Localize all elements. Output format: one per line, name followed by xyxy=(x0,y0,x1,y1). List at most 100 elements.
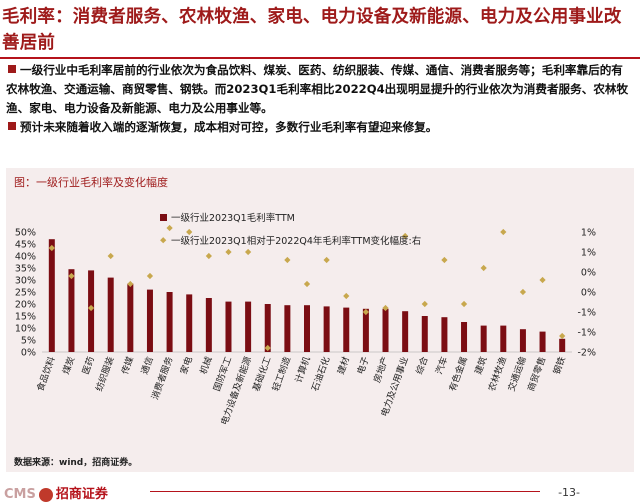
x-tick-label: 基础化工 xyxy=(250,355,274,393)
bar xyxy=(539,331,546,352)
change-marker xyxy=(559,332,566,340)
x-tick-label: 有色金属 xyxy=(446,355,470,393)
y-right-tick-label: -1% xyxy=(578,328,597,339)
page-title: 毛利率：消费者服务、农林牧渔、家电、电力设备及新能源、电力及公用事业改善居前 xyxy=(2,7,622,53)
x-tick-label: 综合 xyxy=(413,355,430,376)
bullet-square-icon xyxy=(8,65,16,73)
bar xyxy=(343,307,350,352)
bar xyxy=(88,270,95,352)
change-marker xyxy=(225,248,232,256)
change-marker xyxy=(244,248,252,256)
bar xyxy=(205,298,212,352)
y-right-tick-label: 1% xyxy=(581,228,596,239)
x-tick-label: 汽车 xyxy=(433,355,450,376)
footer-divider xyxy=(150,491,540,492)
bar xyxy=(264,304,271,352)
change-marker xyxy=(362,308,370,316)
change-marker xyxy=(146,272,154,280)
x-tick-label: 钢铁 xyxy=(551,355,568,376)
x-tick-label: 农林牧渔 xyxy=(486,355,510,393)
bar xyxy=(519,329,526,352)
y-left-tick-label: 35% xyxy=(15,264,36,275)
legend-bar-label: 一级行业2023Q1毛利率TTM xyxy=(171,212,295,224)
bar xyxy=(284,305,291,352)
y-left-tick-label: 0% xyxy=(21,348,36,359)
bar xyxy=(304,305,310,352)
x-tick-label: 电子 xyxy=(354,355,371,376)
legend-bar-swatch xyxy=(160,214,167,221)
x-tick-label: 通信 xyxy=(138,355,155,376)
x-tick-label: 商贸零售 xyxy=(525,355,549,393)
y-left-tick-label: 25% xyxy=(15,288,36,299)
x-tick-label: 家电 xyxy=(178,355,195,376)
change-marker xyxy=(441,256,448,264)
paragraph-2: 预计未来随着收入端的逐渐恢复，成本相对可控，多数行业毛利率有望迎来修复。 xyxy=(6,118,634,137)
x-tick-label: 石油石化 xyxy=(309,355,333,393)
bar xyxy=(127,283,134,352)
y-left-tick-label: 50% xyxy=(15,228,36,239)
x-tick-label: 房地产 xyxy=(371,355,392,384)
change-marker xyxy=(303,280,311,288)
y-right-tick-label: -1% xyxy=(578,308,597,319)
y-left-tick-label: 30% xyxy=(15,276,36,287)
logo-cn: 招商证券 xyxy=(55,487,108,502)
bar xyxy=(559,338,566,352)
paragraph-1-text: 一级行业中毛利率居前的行业依次为食品饮料、煤炭、医药、纺织服装、传媒、通信、消费… xyxy=(6,63,629,115)
y-right-tick-label: 1% xyxy=(581,248,596,259)
x-tick-label: 交通运输 xyxy=(505,355,529,393)
paragraph-1: 一级行业中毛利率居前的行业依次为食品饮料、煤炭、医药、纺织服装、传媒、通信、消费… xyxy=(6,61,634,118)
change-marker xyxy=(205,252,212,260)
bar xyxy=(146,289,153,352)
bar xyxy=(245,301,252,352)
paragraph-2-text: 预计未来随着收入端的逐渐恢复，成本相对可控，多数行业毛利率有望迎来修复。 xyxy=(20,120,438,134)
x-tick-label: 煤炭 xyxy=(60,355,77,376)
x-tick-label: 传媒 xyxy=(119,355,136,376)
x-tick-label: 机械 xyxy=(197,355,214,376)
y-left-tick-label: 10% xyxy=(15,324,36,335)
y-left-tick-label: 40% xyxy=(15,252,36,263)
change-marker xyxy=(480,264,487,272)
change-marker xyxy=(264,344,271,352)
change-marker xyxy=(107,252,114,260)
page-number: -13- xyxy=(558,486,580,499)
bar xyxy=(107,277,114,352)
body-text: 一级行业中毛利率居前的行业依次为食品饮料、煤炭、医药、纺织服装、传媒、通信、消费… xyxy=(6,61,634,137)
y-left-tick-label: 20% xyxy=(15,300,36,311)
bar xyxy=(461,322,468,352)
bar xyxy=(225,301,232,352)
bar xyxy=(402,311,409,352)
x-tick-label: 国防军工 xyxy=(211,355,235,393)
change-marker xyxy=(323,256,330,264)
bar xyxy=(362,308,369,352)
data-source: 数据来源：wind，招商证券。 xyxy=(14,458,138,468)
logo-badge-icon xyxy=(38,487,53,502)
change-marker xyxy=(460,300,468,308)
change-marker xyxy=(48,244,55,252)
bar xyxy=(68,269,75,352)
brand-logo: CMS 招商证券 xyxy=(4,483,108,502)
x-tick-label: 建材 xyxy=(335,355,352,376)
x-tick-label: 医药 xyxy=(80,355,96,376)
x-tick-label: 食品饮料 xyxy=(34,355,58,393)
change-marker xyxy=(166,224,173,232)
legend-marker-swatch xyxy=(160,237,167,244)
y-right-tick-label: 0% xyxy=(581,268,596,279)
x-tick-label: 纺织服装 xyxy=(93,355,117,393)
x-tick-label: 计算机 xyxy=(292,355,313,384)
bar xyxy=(382,308,389,352)
bar xyxy=(323,306,330,352)
title-divider xyxy=(0,57,640,59)
bar xyxy=(48,239,55,352)
change-marker xyxy=(284,256,291,264)
x-tick-label: 轻工制造 xyxy=(270,355,294,393)
x-tick-label: 建筑 xyxy=(472,355,489,376)
bar xyxy=(421,316,428,352)
y-right-tick-label: -2% xyxy=(578,348,597,359)
bullet-square-icon xyxy=(8,122,16,130)
chart-title: 图：一级行业毛利率及变化幅度 xyxy=(14,176,168,189)
change-marker xyxy=(421,300,428,308)
y-left-tick-label: 5% xyxy=(21,336,36,347)
bar xyxy=(186,294,193,352)
bar xyxy=(166,292,173,352)
